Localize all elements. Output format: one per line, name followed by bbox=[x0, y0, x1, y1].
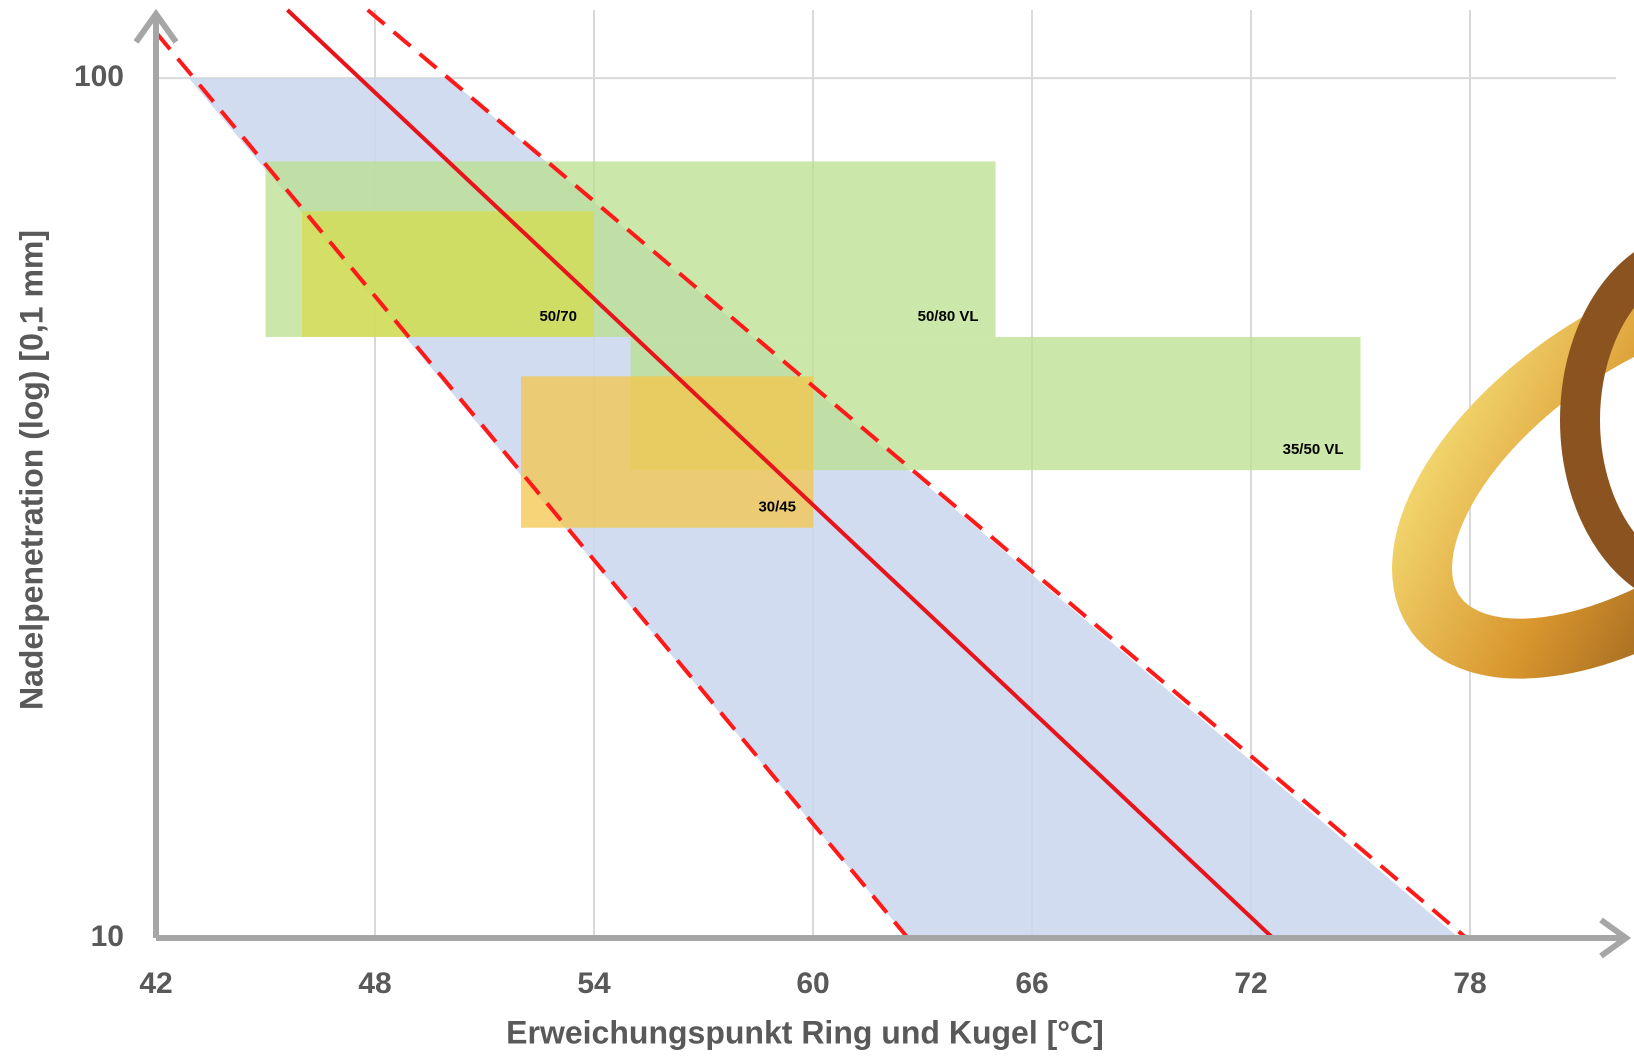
x-axis bbox=[156, 917, 1632, 959]
x-tick-label: 42 bbox=[139, 967, 172, 1000]
region-label: 50/80 VL bbox=[918, 308, 979, 325]
line bbox=[286, 8, 1275, 940]
x-tick-label: 66 bbox=[1015, 967, 1048, 1000]
region bbox=[521, 376, 813, 528]
plot: 42 48 54 60 66 72 78 10 100 50/80 VL 35/50 VL 50/70… bbox=[74, 8, 1632, 1000]
y-axis-title: Nadelpenetration (log) [0,1 mm] bbox=[13, 230, 49, 710]
y-tick-label: 10 bbox=[91, 920, 124, 953]
ring-decoration bbox=[1392, 252, 1634, 679]
region bbox=[302, 211, 594, 337]
x-axis-title: Erweichungspunkt Ring und Kugel [°C] bbox=[506, 1014, 1104, 1050]
region-label: 35/50 VL bbox=[1283, 441, 1344, 458]
x-tick-label: 60 bbox=[796, 967, 829, 1000]
x-tick-label: 72 bbox=[1234, 967, 1267, 1000]
line bbox=[154, 31, 910, 940]
y-tick-label: 100 bbox=[74, 60, 124, 93]
x-tick-label: 54 bbox=[577, 967, 611, 1000]
y-axis bbox=[133, 8, 179, 938]
x-tick-label: 48 bbox=[358, 967, 391, 1000]
line bbox=[366, 8, 1468, 940]
region-label: 50/70 bbox=[539, 308, 577, 325]
x-tick-label: 78 bbox=[1453, 967, 1486, 1000]
region-label: 30/45 bbox=[758, 499, 796, 516]
